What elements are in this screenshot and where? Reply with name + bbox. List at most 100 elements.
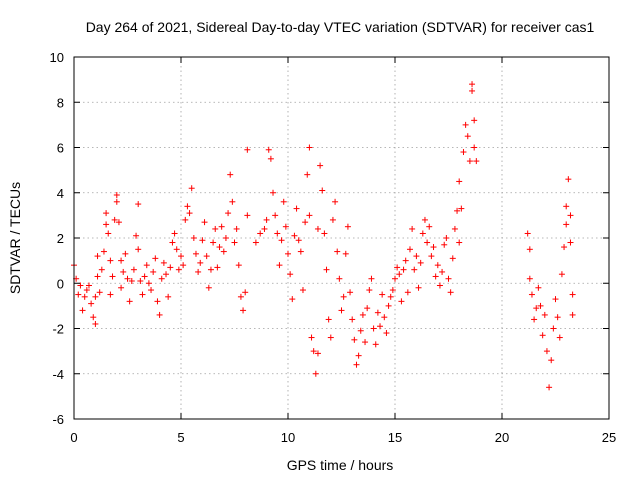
data-point (327, 334, 334, 341)
data-point (402, 257, 409, 264)
data-point (75, 291, 82, 298)
data-point (396, 271, 403, 278)
data-point (394, 264, 401, 271)
data-point (165, 293, 172, 300)
data-point (314, 225, 321, 232)
data-point (565, 176, 572, 183)
data-point (120, 268, 127, 275)
data-point (469, 81, 476, 88)
data-point (280, 198, 287, 205)
data-point (195, 268, 202, 275)
data-point (556, 334, 563, 341)
data-point (225, 210, 232, 217)
data-series (71, 81, 576, 391)
data-point (443, 235, 450, 241)
data-point (289, 296, 296, 303)
x-axis-label: GPS time / hours (287, 457, 394, 473)
data-point (216, 244, 223, 251)
data-point (265, 146, 272, 153)
data-point (381, 314, 388, 321)
data-point (295, 237, 302, 244)
data-point (552, 296, 559, 303)
data-point (432, 273, 439, 280)
data-point (349, 316, 356, 323)
data-point (569, 291, 576, 298)
data-point (141, 273, 148, 280)
data-point (291, 232, 298, 239)
data-point (210, 239, 217, 246)
data-point (278, 237, 285, 244)
data-point (111, 216, 118, 223)
data-point (124, 275, 131, 282)
data-point (145, 280, 152, 287)
data-point (454, 207, 461, 214)
data-point (199, 237, 206, 244)
data-point (154, 298, 161, 305)
data-point (528, 291, 535, 298)
data-point (270, 189, 277, 196)
data-point (310, 348, 317, 355)
data-point (137, 277, 144, 284)
data-point (436, 282, 443, 289)
data-point (347, 289, 354, 296)
data-point (160, 259, 167, 266)
data-point (242, 289, 249, 296)
data-point (537, 302, 544, 309)
data-point (190, 235, 197, 241)
data-point (205, 284, 212, 291)
data-point (561, 244, 568, 251)
data-point (471, 144, 478, 151)
data-point (460, 149, 467, 156)
data-point (150, 268, 157, 275)
data-point (321, 230, 328, 237)
data-point (98, 266, 105, 273)
data-point (441, 241, 448, 248)
data-point (237, 293, 244, 300)
data-point (338, 307, 345, 314)
data-point (434, 262, 441, 269)
data-point (374, 309, 381, 316)
data-point (308, 334, 315, 341)
data-point (100, 248, 107, 255)
data-point (118, 284, 125, 291)
data-point (233, 225, 240, 232)
data-point (81, 293, 88, 300)
y-tick-label: 6 (57, 141, 64, 156)
y-tick-label: -4 (52, 367, 64, 382)
data-point (317, 162, 324, 169)
data-point (351, 336, 358, 343)
data-point (92, 293, 99, 300)
data-point (184, 203, 191, 210)
data-point (344, 223, 351, 230)
data-point (340, 293, 347, 300)
data-point (332, 198, 339, 205)
data-point (214, 264, 221, 271)
data-point (364, 305, 371, 312)
data-point (314, 350, 321, 357)
data-point (222, 235, 229, 241)
data-point (152, 255, 159, 262)
data-point (156, 311, 163, 318)
data-point (366, 287, 373, 294)
data-point (139, 291, 146, 298)
data-point (201, 219, 208, 226)
data-point (287, 271, 294, 278)
data-point (419, 230, 426, 237)
data-point (252, 239, 259, 246)
data-point (192, 250, 199, 257)
data-point (531, 316, 538, 323)
data-point (392, 275, 398, 282)
data-point (353, 361, 360, 368)
data-point (158, 275, 165, 282)
data-point (569, 311, 576, 318)
data-point (212, 225, 219, 232)
data-point (126, 298, 133, 305)
data-point (400, 266, 407, 273)
data-point (546, 384, 553, 391)
y-tick-label: 2 (57, 231, 64, 246)
data-point (180, 262, 187, 269)
data-point (357, 327, 364, 334)
data-point (299, 287, 306, 294)
data-point (325, 316, 332, 323)
